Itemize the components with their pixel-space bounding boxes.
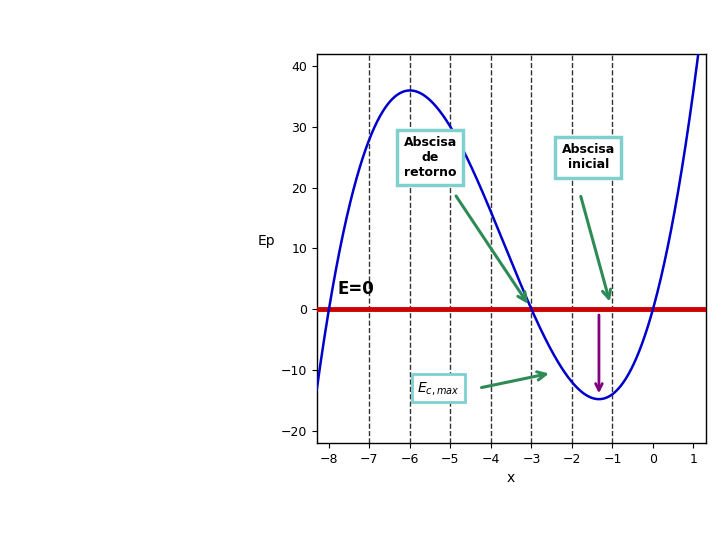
Text: Abscisa
inicial: Abscisa inicial <box>562 143 615 171</box>
Text: $E_{c,max}$: $E_{c,max}$ <box>417 380 459 396</box>
X-axis label: x: x <box>507 471 516 485</box>
Text: Abscisa
de
retorno: Abscisa de retorno <box>404 136 456 179</box>
Text: E=0: E=0 <box>337 280 374 298</box>
Y-axis label: Ep: Ep <box>258 234 276 248</box>
